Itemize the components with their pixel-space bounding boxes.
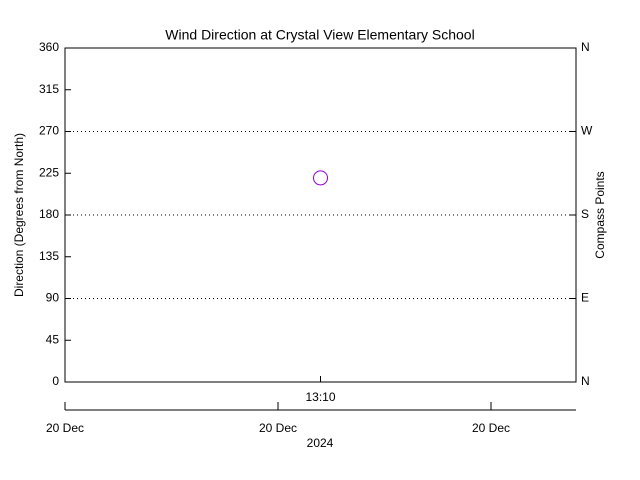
y-tick-label: 225 — [39, 165, 59, 179]
chart-title: Wind Direction at Crystal View Elementar… — [165, 27, 474, 43]
y-tick-label: 45 — [46, 332, 60, 346]
y-tick-label: 135 — [39, 249, 59, 263]
x-tick-label: 13:10 — [305, 390, 335, 404]
y2-tick-label: W — [581, 124, 593, 138]
y2-axis-label: Compass Points — [593, 171, 607, 258]
y-axis-label: Direction (Degrees from North) — [12, 133, 26, 297]
y-tick-label: 0 — [52, 374, 59, 388]
y-tick-label: 360 — [39, 40, 59, 54]
y2-tick-label: N — [581, 40, 590, 54]
date-tick-label: 20 Dec — [259, 421, 297, 435]
date-tick-label: 20 Dec — [472, 421, 510, 435]
y2-tick-label: S — [581, 207, 589, 221]
point — [313, 170, 328, 186]
y-tick-label: 180 — [39, 207, 59, 221]
y2-tick-label: E — [581, 291, 589, 305]
date-year: 2024 — [307, 436, 334, 450]
y-tick-label: 315 — [39, 82, 59, 96]
y-tick-label: 270 — [39, 124, 59, 138]
date-tick-label: 20 Dec — [46, 421, 84, 435]
y2-tick-label: N — [581, 374, 590, 388]
y-tick-label: 90 — [46, 291, 60, 305]
